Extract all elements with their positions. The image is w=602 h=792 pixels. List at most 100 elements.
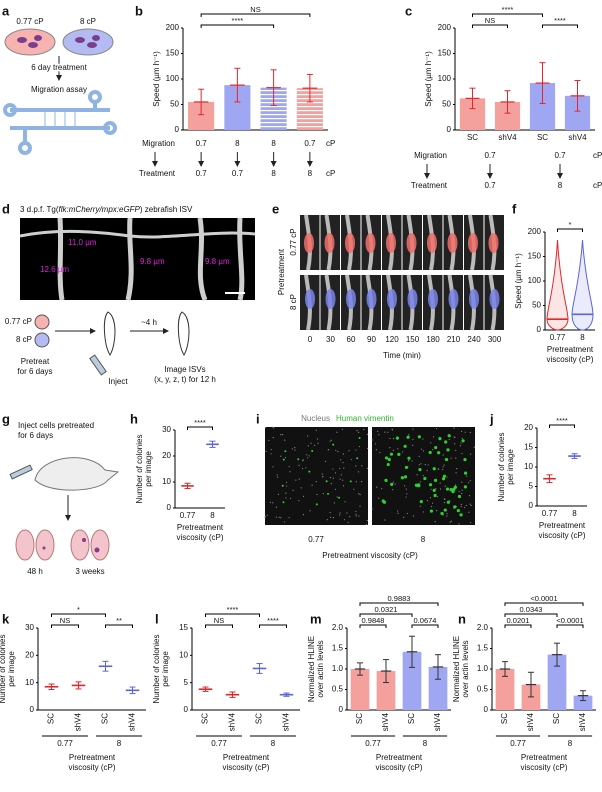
nucleus-speck [463,506,466,509]
annotation: <0.0001 [556,616,583,625]
nucleus-speck [403,485,406,487]
nucleus-speck [289,471,291,473]
nucleus-speck [301,467,304,470]
nucleus-speck [339,512,341,514]
nucleus-speck [306,454,308,456]
nucleus-speck [322,476,324,478]
nucleus-speck [308,455,310,457]
cell [387,289,397,309]
vimentin-speck [459,513,463,517]
bracket [557,228,583,232]
nucleus-speck [450,457,452,459]
nucleus-speck [432,436,435,438]
nucleus-speck [317,442,319,444]
nucleus-speck [272,426,274,428]
vimentin-speck [389,452,394,456]
vimentin-speck [443,508,447,512]
nucleus-speck [366,467,368,470]
nucleus-speck [349,516,351,518]
panel-letter: j [489,411,494,426]
nucleus-speck [291,448,294,450]
nucleus-speck [454,443,456,445]
chart: 0 50 100 150 200 Speed (µm h⁻¹) SC shV4 SC shV4 Mi… [411,5,602,190]
nucleus-speck [340,459,342,461]
x-tick-label: 8 [572,509,577,518]
nucleus-speck [458,523,460,525]
vimentin-speck [311,449,314,452]
nucleus-speck [284,439,286,441]
cell [305,289,315,309]
row-value: 8 [271,139,276,148]
annotation: NS [250,5,260,14]
cell [325,289,336,309]
nucleus-speck [411,460,413,462]
y-axis-label: Number of colonies [0,635,7,704]
time-label: 48 h [27,567,43,576]
chart: 0 0.5 1.0 1.5 2.0 Normalized HLINE over actin … [307,594,451,772]
nucleus-speck [406,493,408,495]
nucleus-speck [332,468,334,470]
vimentin-speck [432,467,436,471]
nucleus-speck [300,487,302,489]
nucleus-speck [275,506,278,508]
nucleus-speck [329,476,331,479]
panel-letter: b [135,3,143,18]
row-label: Migration [414,151,447,160]
vimentin-speck [451,490,455,494]
time-label: 210 [447,335,461,344]
nucleus-speck [459,445,461,447]
nucleus-speck [333,502,335,504]
nucleus-speck [422,474,424,477]
nucleus-speck [430,505,433,508]
violin [546,239,569,331]
y-tick-label: 15 [524,443,533,452]
y-tick-label: 30 [162,425,171,434]
y-tick-label: 0 [184,705,189,714]
nucleus-speck [460,430,463,432]
y-tick-label: 0 [447,125,452,134]
x-tick-label: SC [101,713,110,724]
nucleus-speck [406,512,408,515]
nucleus-speck [270,448,272,451]
vimentin-speck [423,476,427,481]
bracket [359,613,413,617]
cell [406,233,417,253]
nucleus-speck [285,481,288,483]
nucleus-speck [454,436,456,438]
nucleus-speck [341,428,343,431]
nucleus-speck [439,482,441,484]
cell [448,289,459,309]
x-tick-label: 0.77 [180,511,196,520]
nucleus-speck [408,434,410,436]
x-tick-label: shV4 [282,712,291,731]
nucleus-speck [270,453,272,455]
x-tick-label: SC [255,713,264,724]
y-tick-label: 20 [25,650,34,659]
bracket [556,624,584,628]
vimentin-speck [404,465,409,470]
nucleus-speck [436,496,439,498]
bracket [504,602,584,606]
x-axis-label: Pretreatment [376,753,423,762]
cells [17,35,100,48]
time-label: 30 [326,335,335,344]
nucleus-speck [468,511,470,513]
y-tick-label: 0 [175,125,180,134]
x-axis-label: viscosity (cP) [520,763,567,772]
step-label: Inject cells pretreated [18,421,94,430]
nucleus-speck [316,438,318,440]
y-tick-label: 50 [442,100,451,109]
time-label: 150 [406,335,420,344]
y-tick-label: 20 [524,423,533,432]
nucleus-speck [342,485,345,487]
nucleus-speck [355,515,357,517]
nucleus-speck [294,447,296,449]
annotation: **** [232,16,244,25]
x-tick-label: SC [537,133,548,142]
y-tick-label: 10 [162,477,171,486]
nucleus-speck [397,448,399,450]
y-tick-label: 200 [438,23,452,32]
vimentin-speck [453,485,457,489]
cell [366,289,377,309]
panel-title: 3 d.p.f. Tg(flk:mCherry/mpx:eGFP) zebraf… [20,205,193,214]
